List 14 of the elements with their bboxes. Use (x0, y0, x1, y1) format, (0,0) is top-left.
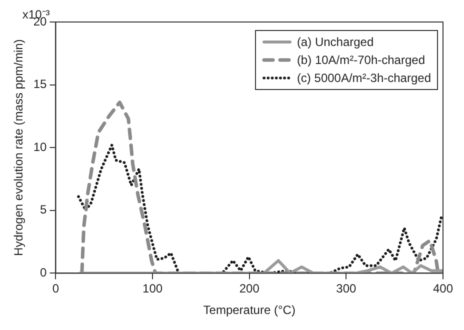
x-tick-label: 400 (432, 282, 454, 296)
legend-label: (a) Uncharged (296, 35, 374, 49)
y-tick-label: 10 (33, 140, 48, 154)
x-axis-title: Temperature (°C) (203, 303, 296, 318)
legend-label: (b) 10A/m²-70h-charged (296, 53, 425, 67)
legend-label: (c) 5000A/m²-3h-charged (296, 71, 431, 85)
x-tick-label: 300 (336, 282, 357, 296)
x-tick-label: 0 (52, 282, 60, 296)
x-tick-label: 200 (239, 282, 260, 296)
y-tick-label: 15 (33, 77, 48, 92)
y-tick-label: 0 (40, 266, 48, 280)
y-tick-label: 5 (40, 202, 48, 217)
y-axis-title: Hydrogen evolution rate (mass ppm/min) (12, 39, 26, 256)
x-tick-label: 100 (142, 282, 163, 296)
